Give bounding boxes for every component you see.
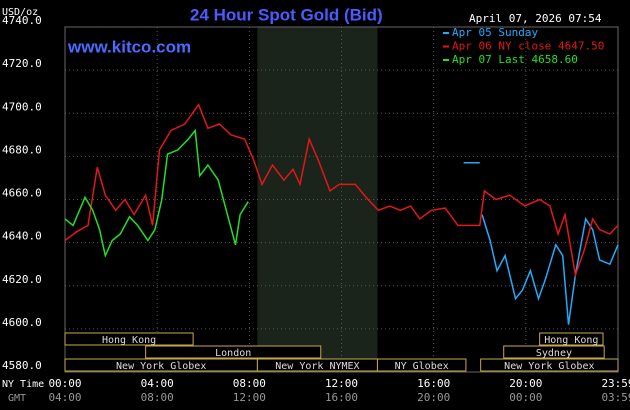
session-label: London [215, 348, 251, 359]
session-label: New York NYMEX [275, 361, 359, 372]
series-line [64, 128, 249, 258]
x2-tick-label: 12:00 [233, 391, 266, 404]
watermark: www.kitco.com [67, 37, 191, 56]
chart-title: 24 Hour Spot Gold (Bid) [190, 5, 383, 24]
series-line [64, 103, 619, 278]
x2-tick-label: 04:00 [48, 391, 81, 404]
x-tick-label: 08:00 [233, 377, 266, 390]
session-label: New York Globex [116, 361, 206, 372]
legend-label: Apr 06 NY close 4647.50 [452, 40, 604, 53]
session-label: Sydney [536, 348, 572, 359]
x2-tick-label: 08:00 [141, 391, 174, 404]
plot-border [64, 26, 619, 373]
session-box [539, 332, 604, 346]
x2-tick-label: 03:59 [601, 391, 630, 404]
x-tick-label: 04:00 [141, 377, 174, 390]
x-tick-label: 16:00 [417, 377, 450, 390]
subtitle: April 07, 2026 07:54 [469, 12, 602, 25]
legend-label: Apr 07 Last 4658.60 [452, 53, 578, 66]
session-label: NY Globex [395, 361, 449, 372]
session-box [480, 358, 619, 372]
x-tick-label: 12:00 [325, 377, 358, 390]
x2-tick-label: 00:00 [509, 391, 542, 404]
x-tick-label: 20:00 [509, 377, 542, 390]
session-label: Hong Kong [102, 335, 156, 346]
y-tick-label: 4640.0 [2, 230, 42, 243]
y-tick-label: 4740.0 [2, 14, 42, 27]
y-tick-label: 4720.0 [2, 57, 42, 70]
session-box [64, 332, 194, 346]
legend-label: Apr 05 Sunday [452, 26, 538, 39]
plot-underlay [64, 26, 619, 373]
session-box [145, 345, 322, 359]
x2-axis-label: GMT [8, 393, 26, 404]
y-tick-label: 4680.0 [2, 143, 42, 156]
x-axis-label: NY Time [2, 379, 44, 390]
y-tick-label: 4700.0 [2, 100, 42, 113]
session-label: Hong Kong [544, 335, 598, 346]
session-box [376, 358, 467, 372]
y-axis-label: USD/oz [2, 7, 38, 18]
x2-tick-label: 20:00 [417, 391, 450, 404]
y-tick-label: 4620.0 [2, 273, 42, 286]
y-tick-label: 4660.0 [2, 187, 42, 200]
x-tick-label: 00:00 [48, 377, 81, 390]
y-tick-label: 4580.0 [2, 359, 42, 372]
session-label: New York Globex [504, 361, 594, 372]
session-box [503, 345, 605, 359]
x-tick-label: 23:59 [601, 377, 630, 390]
series-line [463, 162, 619, 325]
x2-tick-label: 16:00 [325, 391, 358, 404]
y-tick-label: 4600.0 [2, 316, 42, 329]
